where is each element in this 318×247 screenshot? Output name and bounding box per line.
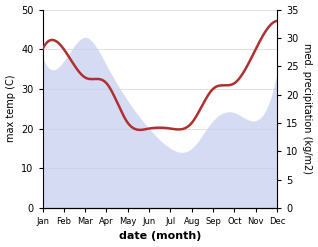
Y-axis label: max temp (C): max temp (C) [5,75,16,143]
Y-axis label: med. precipitation (kg/m2): med. precipitation (kg/m2) [302,43,313,174]
X-axis label: date (month): date (month) [119,231,201,242]
